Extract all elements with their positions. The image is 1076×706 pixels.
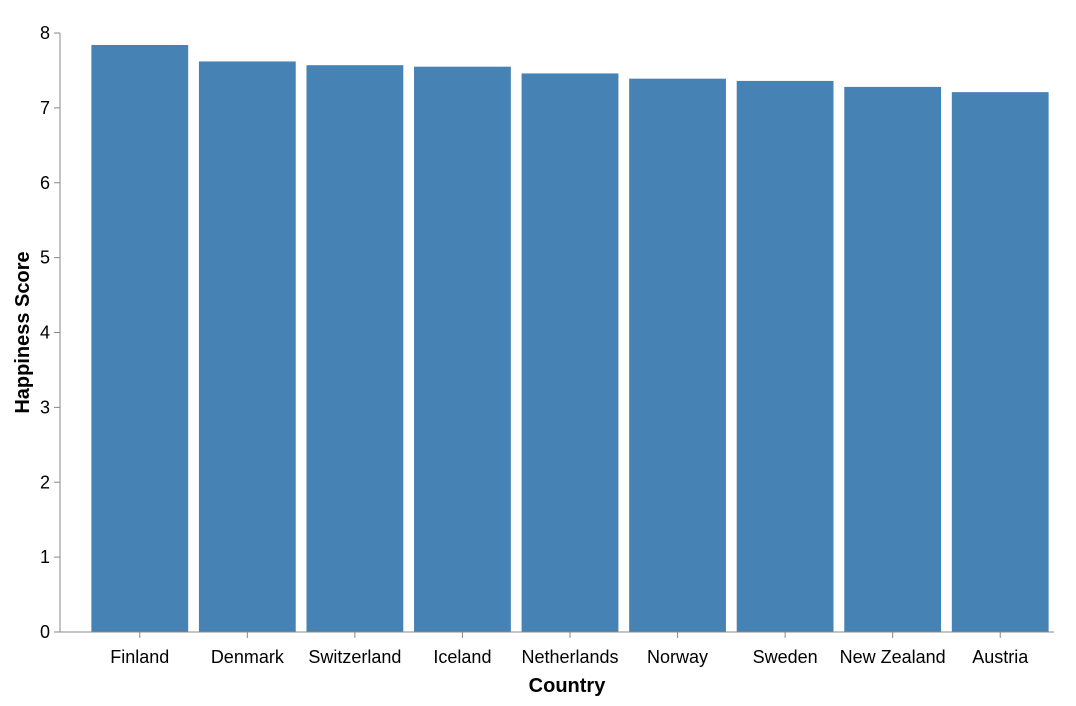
bar-new-zealand [844, 86, 942, 632]
bar-netherlands [521, 73, 619, 633]
y-tick-label: 6 [40, 173, 50, 193]
bar-sweden [736, 80, 834, 633]
x-tick-label: Austria [972, 647, 1029, 667]
bar-denmark [198, 61, 296, 632]
y-tick-label: 8 [40, 23, 50, 43]
x-tick-label: Netherlands [521, 647, 618, 667]
y-tick-label: 7 [40, 98, 50, 118]
y-tick-label: 2 [40, 472, 50, 492]
x-tick-label: Finland [110, 647, 169, 667]
y-axis-title: Happiness Score [12, 251, 34, 413]
y-axis: 0 1 2 3 4 5 6 7 8 [40, 23, 60, 642]
y-tick-label: 4 [40, 323, 50, 343]
x-tick-label: Switzerland [308, 647, 401, 667]
y-tick-label: 1 [40, 547, 50, 567]
x-axis: Finland Denmark Switzerland Iceland Netherla… [110, 632, 1029, 667]
bar-iceland [414, 66, 511, 633]
bar-finland [91, 44, 189, 633]
x-tick-label: Denmark [211, 647, 285, 667]
x-tick-label: New Zealand [840, 647, 946, 667]
y-tick-label: 0 [40, 622, 50, 642]
bar-switzerland [306, 65, 404, 633]
y-tick-label: 5 [40, 248, 50, 268]
x-tick-label: Sweden [753, 647, 818, 667]
x-tick-label: Norway [647, 647, 708, 667]
bar-series [91, 44, 1049, 633]
bar-norway [629, 78, 726, 632]
x-axis-title: Country [529, 675, 607, 697]
x-tick-label: Iceland [433, 647, 491, 667]
y-tick-label: 3 [40, 397, 50, 417]
bar-austria [951, 92, 1049, 633]
